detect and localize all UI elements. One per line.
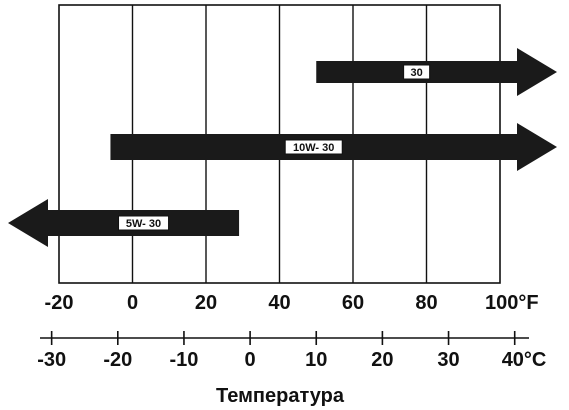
celsius-tick-label: 0 xyxy=(245,349,256,371)
arrow-shape xyxy=(316,48,557,96)
arrow-label: 10W- 30 xyxy=(293,142,334,154)
celsius-tick-label: 20 xyxy=(371,349,393,371)
fahrenheit-tick-label: 80 xyxy=(415,292,437,314)
fahrenheit-tick-label: 60 xyxy=(342,292,364,314)
arrow-label: 5W- 30 xyxy=(126,218,161,230)
arrow-label-box xyxy=(284,139,343,155)
fahrenheit-tick-label: 100°F xyxy=(485,292,539,314)
celsius-tick-label: 10 xyxy=(305,349,327,371)
celsius-tick-label: 40°C xyxy=(502,349,547,371)
arrow-1: 30 xyxy=(316,48,557,96)
celsius-axis: -30 -20 -10 0 10 20 30 40°C xyxy=(37,331,546,371)
range-arrows: 30 10W- 30 5W- 30 xyxy=(8,48,557,247)
arrow-label-box xyxy=(403,64,431,80)
fahrenheit-tick-label: 0 xyxy=(127,292,138,314)
celsius-tick-label: -30 xyxy=(37,349,66,371)
fahrenheit-tick-label: -20 xyxy=(45,292,74,314)
x-axis-title: Температура xyxy=(216,385,345,407)
arrow-label-box xyxy=(118,215,170,231)
arrow-3: 5W- 30 xyxy=(8,199,240,247)
fahrenheit-tick-labels: -20 0 20 40 60 80 100°F xyxy=(45,292,539,314)
celsius-tick-label: -10 xyxy=(169,349,198,371)
plot-area: 30 10W- 30 5W- 30 xyxy=(8,4,557,284)
arrow-2: 10W- 30 xyxy=(110,123,557,171)
arrow-label: 30 xyxy=(411,67,423,79)
fahrenheit-tick-label: 20 xyxy=(195,292,217,314)
fahrenheit-tick-label: 40 xyxy=(268,292,290,314)
celsius-tick-label: 30 xyxy=(437,349,459,371)
celsius-tick-label: -20 xyxy=(103,349,132,371)
celsius-ticks: -30 -20 -10 0 10 20 30 40°C xyxy=(37,331,546,371)
